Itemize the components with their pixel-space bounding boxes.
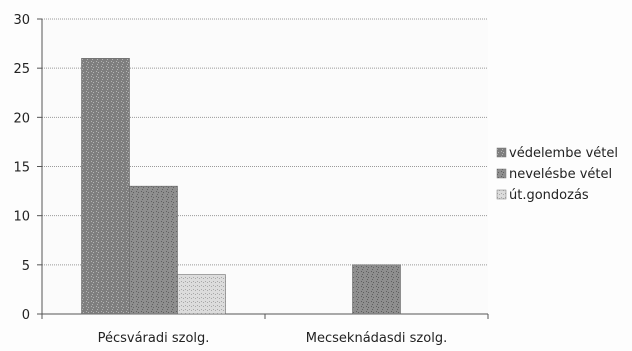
y-tick-label: 30	[13, 13, 30, 28]
category-label: Mecseknádasdi szolg.	[306, 331, 447, 346]
legend-swatch	[496, 168, 507, 179]
bars	[81, 58, 401, 315]
y-tick-label: 15	[13, 161, 30, 176]
y-tick-label: 25	[13, 62, 30, 77]
y-tick-label: 5	[22, 259, 30, 274]
legend-label: nevelésbe vétel	[509, 167, 612, 182]
bar-1-1	[81, 58, 130, 315]
y-tick-label: 0	[22, 308, 30, 323]
y-tick-label: 20	[13, 111, 30, 126]
bar-2-1	[129, 185, 178, 315]
legend-swatch	[496, 189, 507, 200]
y-tick-label: 10	[13, 210, 30, 225]
legend: védelembe vétel nevelésbe vétel út.gondozá…	[496, 146, 618, 203]
bar-3-1	[177, 274, 226, 315]
bar-2-2	[352, 264, 401, 315]
axis-labels: 0 5 10 15 20 25 30 Pécsváradi szolg. Mecseknádas…	[13, 13, 447, 346]
legend-swatch	[496, 147, 507, 158]
legend-label: védelembe vétel	[509, 146, 618, 161]
category-label: Pécsváradi szolg.	[98, 331, 210, 346]
legend-label: út.gondozás	[509, 188, 589, 203]
